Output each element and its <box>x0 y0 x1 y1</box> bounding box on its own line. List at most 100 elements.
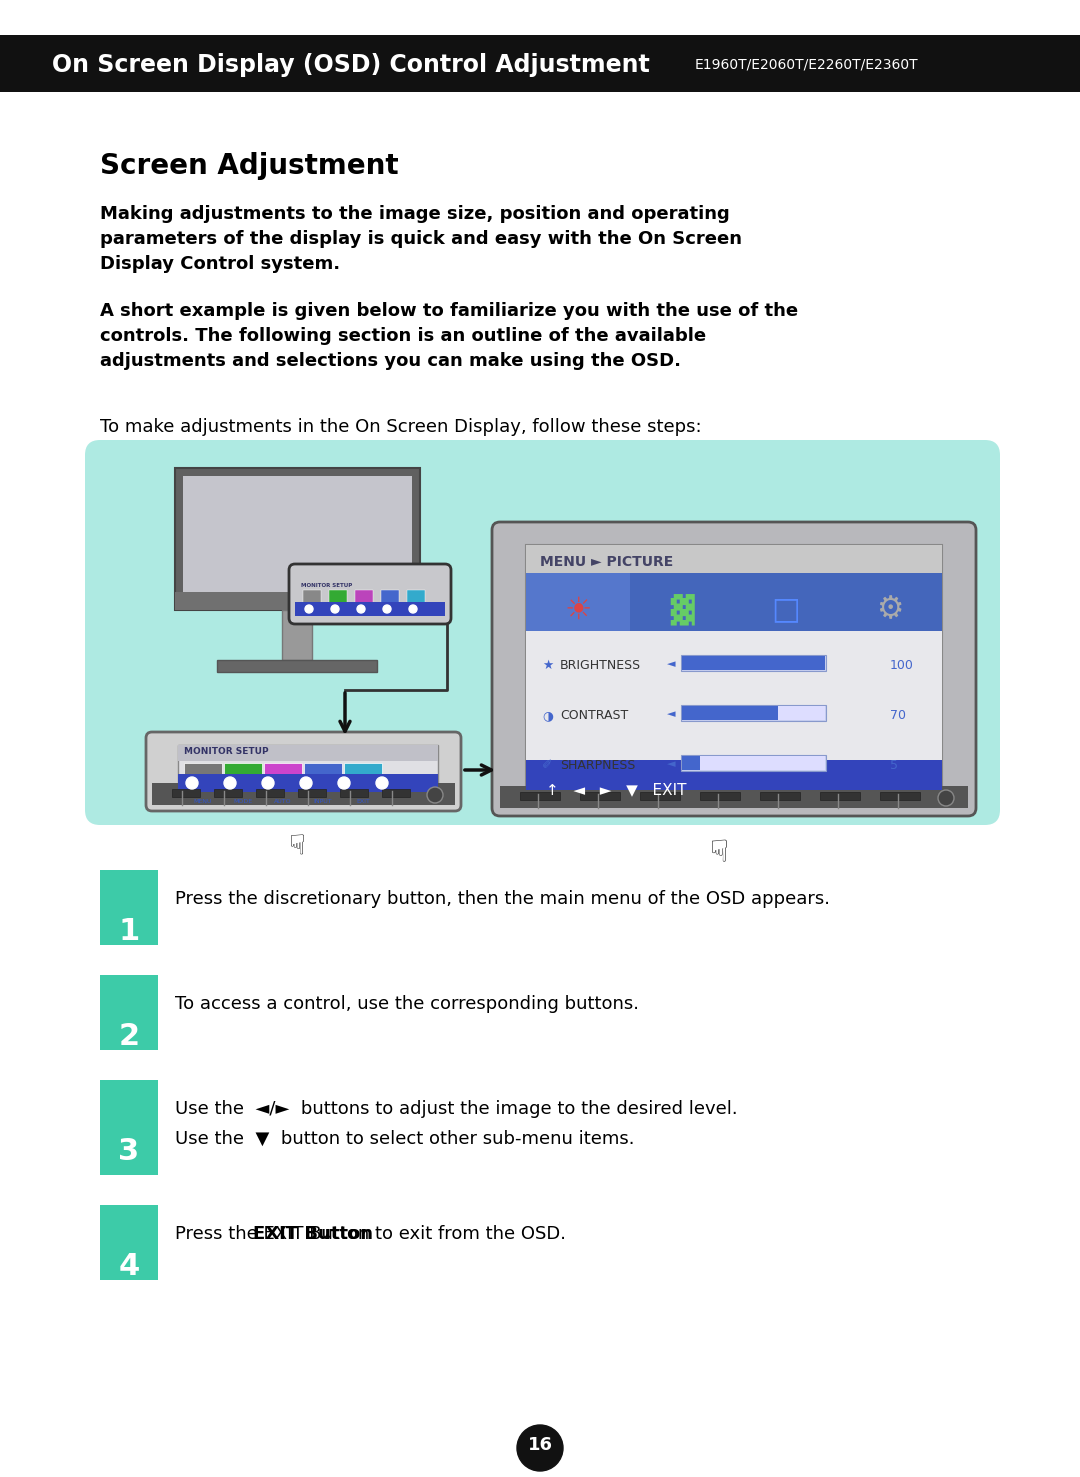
Bar <box>700 792 740 801</box>
Bar <box>264 764 302 792</box>
Text: ◄: ◄ <box>667 659 675 669</box>
Bar <box>175 468 420 610</box>
Text: 4: 4 <box>119 1252 139 1281</box>
Bar <box>178 774 438 792</box>
Text: Screen Adjustment: Screen Adjustment <box>100 152 399 180</box>
Text: Use the  ◄/►  buttons to adjust the image to the desired level.: Use the ◄/► buttons to adjust the image … <box>175 1100 738 1118</box>
Bar <box>100 1205 158 1281</box>
Text: ☞: ☞ <box>279 833 307 858</box>
Bar <box>381 589 399 609</box>
Text: 1: 1 <box>119 917 139 945</box>
Bar <box>526 545 942 790</box>
Text: Press the EXIT Button to exit from the OSD.: Press the EXIT Button to exit from the O… <box>175 1224 566 1244</box>
Text: ↑   ◄   ►   ▼   EXIT: ↑ ◄ ► ▼ EXIT <box>546 781 687 798</box>
Circle shape <box>186 777 198 789</box>
Circle shape <box>300 777 312 789</box>
Bar <box>526 573 942 631</box>
Circle shape <box>517 1425 563 1471</box>
Bar <box>407 589 426 609</box>
Text: AUTO: AUTO <box>274 799 292 803</box>
Circle shape <box>383 606 391 613</box>
Bar <box>175 592 420 610</box>
Bar <box>681 756 700 770</box>
Bar <box>214 789 242 798</box>
Bar <box>282 610 312 660</box>
FancyBboxPatch shape <box>492 521 976 815</box>
Bar <box>303 764 342 792</box>
Text: INPUT: INPUT <box>313 799 333 803</box>
Text: ◄: ◄ <box>667 709 675 719</box>
Circle shape <box>262 777 274 789</box>
Text: MENU ► PICTURE: MENU ► PICTURE <box>540 555 673 569</box>
Bar <box>700 756 825 770</box>
Bar <box>880 792 920 801</box>
Circle shape <box>376 777 388 789</box>
Bar <box>820 792 860 801</box>
Text: To make adjustments in the On Screen Display, follow these steps:: To make adjustments in the On Screen Dis… <box>100 418 702 436</box>
Bar <box>0 35 1080 92</box>
Bar <box>100 975 158 1050</box>
FancyBboxPatch shape <box>146 733 461 811</box>
Text: ★: ★ <box>542 659 553 672</box>
Bar <box>681 654 826 671</box>
Bar <box>382 789 410 798</box>
Bar <box>526 545 942 573</box>
Text: 2: 2 <box>119 1022 139 1052</box>
Text: ⚙: ⚙ <box>876 595 904 625</box>
Text: MODE: MODE <box>233 799 253 803</box>
Bar <box>526 573 630 631</box>
Bar <box>526 761 942 790</box>
Bar <box>681 705 826 721</box>
Bar <box>340 789 368 798</box>
Text: MONITOR SETUP: MONITOR SETUP <box>184 747 269 756</box>
Text: Making adjustments to the image size, position and operating
parameters of the d: Making adjustments to the image size, po… <box>100 205 742 273</box>
Circle shape <box>305 606 313 613</box>
Text: ◄: ◄ <box>667 759 675 770</box>
Bar <box>183 476 411 603</box>
Bar <box>345 764 382 792</box>
Bar <box>100 1080 158 1176</box>
Bar <box>355 589 373 609</box>
FancyBboxPatch shape <box>289 564 451 623</box>
Bar <box>178 744 438 792</box>
Circle shape <box>409 606 417 613</box>
Bar <box>329 589 347 609</box>
Text: Use the  ▼  button to select other sub-menu items.: Use the ▼ button to select other sub-men… <box>175 1130 635 1148</box>
Bar <box>526 631 942 790</box>
Text: EXIT Button: EXIT Button <box>253 1224 373 1244</box>
Circle shape <box>357 606 365 613</box>
Bar <box>295 603 445 616</box>
Bar <box>298 789 326 798</box>
Bar <box>178 744 438 761</box>
Text: BRIGHTNESS: BRIGHTNESS <box>561 659 642 672</box>
Circle shape <box>330 606 339 613</box>
Text: MONITOR SETUP: MONITOR SETUP <box>301 583 352 588</box>
Text: On Screen Display (OSD) Control Adjustment: On Screen Display (OSD) Control Adjustme… <box>52 53 650 77</box>
Text: SHARPNESS: SHARPNESS <box>561 759 635 772</box>
Text: ☀: ☀ <box>565 595 592 625</box>
Circle shape <box>939 790 954 806</box>
Circle shape <box>224 777 237 789</box>
Bar <box>580 792 620 801</box>
Text: A short example is given below to familiarize you with the use of the
controls. : A short example is given below to famili… <box>100 301 798 371</box>
Text: ▓: ▓ <box>671 594 693 626</box>
Circle shape <box>427 787 443 803</box>
Text: Press the discretionary button, then the main menu of the OSD appears.: Press the discretionary button, then the… <box>175 891 831 908</box>
Text: 5: 5 <box>890 759 897 772</box>
Bar <box>681 706 778 719</box>
Bar <box>681 755 826 771</box>
Bar <box>519 792 561 801</box>
Text: CONTRAST: CONTRAST <box>561 709 629 722</box>
Text: ✐: ✐ <box>542 759 553 772</box>
Text: ◑: ◑ <box>542 709 553 722</box>
Text: 16: 16 <box>527 1436 553 1453</box>
Bar <box>224 764 262 792</box>
Bar <box>172 789 200 798</box>
Bar <box>778 706 825 719</box>
Bar <box>217 660 377 672</box>
Bar <box>303 589 321 609</box>
Text: MENU: MENU <box>193 799 213 803</box>
Text: □: □ <box>771 595 800 625</box>
Bar <box>152 783 455 805</box>
Text: 70: 70 <box>890 709 906 722</box>
